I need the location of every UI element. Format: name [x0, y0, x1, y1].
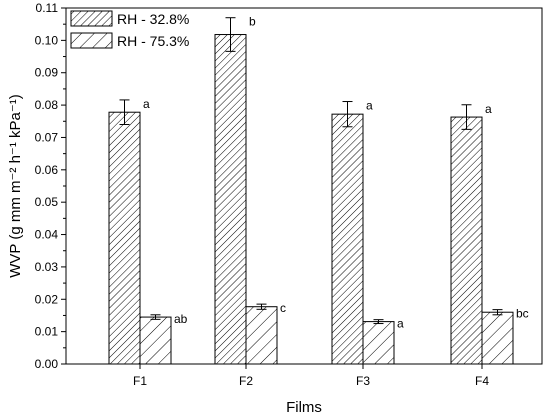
significance-label: a [485, 102, 492, 116]
bar-rh-75-3-f2 [245, 306, 278, 365]
legend-label: RH - 32.8% [117, 11, 189, 27]
x-tick-label: F4 [475, 374, 489, 388]
y-tick-label: 0.02 [35, 292, 59, 306]
x-tick-label: F1 [133, 374, 147, 388]
y-tick-label: 0.07 [35, 130, 59, 144]
x-tick-label: F3 [356, 374, 370, 388]
bar-rh-75-3-f3 [362, 321, 395, 365]
y-tick-label: 0.10 [35, 33, 59, 47]
significance-label: a [143, 97, 150, 111]
y-axis: 0.00 0.01 0.02 0.03 0.04 0.05 0.06 0.07 0.08 0.09… [35, 1, 66, 371]
significance-label: b [249, 15, 256, 29]
bar-rh-32-8-f2 [214, 34, 247, 365]
significance-label: ab [174, 312, 188, 326]
bar-rh-32-8-f1 [108, 111, 141, 365]
y-tick-label: 0.06 [35, 163, 59, 177]
legend-swatch [70, 10, 113, 27]
y-tick-label: 0.04 [35, 228, 59, 242]
bar-rh-32-8-f3 [331, 113, 364, 365]
y-tick-label: 0.01 [35, 325, 59, 339]
y-tick-label: 0.09 [35, 66, 59, 80]
x-tick-label: F2 [239, 374, 253, 388]
y-tick-label: 0.00 [35, 357, 59, 371]
y-axis-title: WVP (g mm m⁻² h⁻¹ kPa⁻¹) [7, 94, 24, 277]
significance-label: bc [516, 307, 529, 321]
x-axis-title: Films [286, 399, 322, 416]
significance-label: a [366, 99, 373, 113]
bar-rh-32-8-f4 [450, 116, 483, 365]
bar-rh-75-3-f1 [139, 316, 172, 365]
x-axis: F1 F2 F3 F4 [133, 364, 489, 388]
significance-label: a [397, 317, 404, 331]
legend-swatch [70, 32, 113, 49]
y-tick-label: 0.03 [35, 260, 59, 274]
significance-label: c [280, 301, 286, 315]
legend-label: RH - 75.3% [117, 33, 189, 49]
y-tick-label: 0.08 [35, 98, 59, 112]
y-tick-label: 0.05 [35, 195, 59, 209]
y-tick-label: 0.11 [36, 1, 59, 15]
legend: RH - 32.8% RH - 75.3% [70, 10, 189, 49]
bar-rh-75-3-f4 [481, 311, 514, 365]
